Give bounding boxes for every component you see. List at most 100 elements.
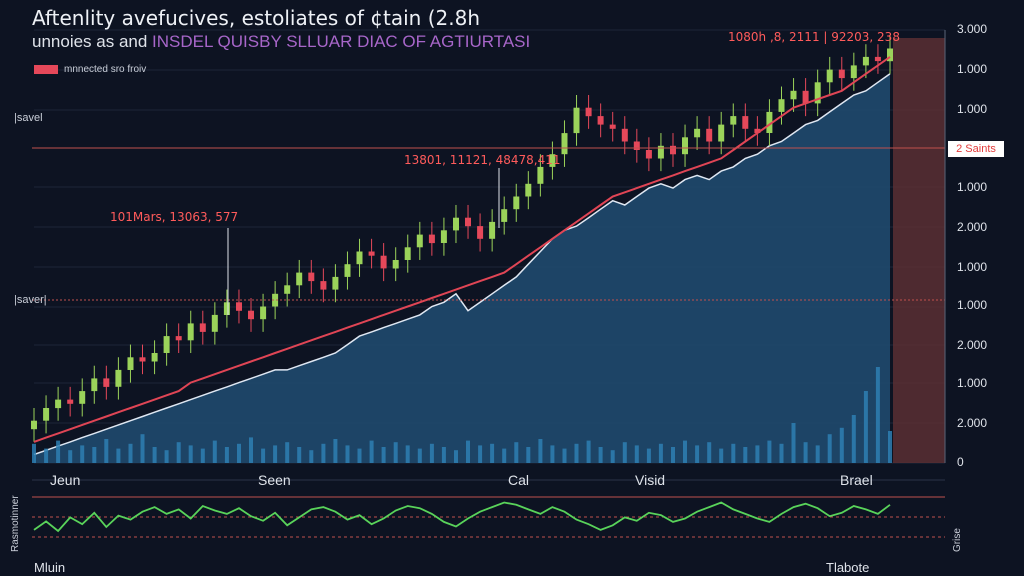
volume-bar [598, 447, 603, 463]
x-tick-label: Cal [508, 472, 530, 488]
volume-bar [212, 440, 217, 463]
volume-bar [466, 440, 470, 463]
candle-body [718, 124, 725, 142]
candle-body [453, 217, 459, 231]
volume-bar [707, 442, 712, 463]
volume-bar [381, 447, 386, 463]
candle-body [573, 107, 580, 134]
candle-body [549, 154, 556, 167]
volume-bar [658, 443, 663, 463]
candle-body [670, 145, 676, 155]
x-tick-label: Brael [840, 472, 873, 488]
candle-body [465, 217, 471, 227]
candle-body [621, 128, 628, 142]
volume-bar [634, 445, 639, 463]
candle-body [633, 141, 640, 150]
volume-bar [827, 434, 832, 463]
y-tick-label: 2.000 [957, 220, 988, 234]
candle-body [187, 323, 194, 341]
volume-bar [321, 443, 326, 463]
candle-body [380, 255, 387, 269]
candle-body [826, 69, 833, 83]
candle-body [31, 420, 37, 430]
candle-body [199, 323, 206, 332]
volume-bar [646, 448, 651, 463]
volume-bar [68, 450, 73, 463]
candle-body [862, 56, 869, 66]
area-series [34, 73, 890, 464]
area-series-line [33, 73, 891, 456]
candle-body [416, 234, 423, 248]
candle-body [55, 399, 62, 409]
candle-body [356, 251, 363, 265]
candle-body [175, 336, 182, 341]
volume-bar [743, 447, 748, 463]
volume-bar [851, 415, 856, 463]
candle-body [730, 116, 737, 125]
y-tick-label: 2.000 [957, 416, 988, 430]
volume-bar [538, 439, 543, 463]
volume-bar [610, 450, 615, 463]
volume-bar [80, 445, 85, 463]
volume-bar [104, 439, 109, 463]
volume-bar [140, 434, 145, 463]
candle-body [778, 99, 785, 112]
candle-body [645, 150, 652, 159]
candle-body [211, 314, 218, 332]
volume-bar [224, 447, 229, 463]
candle-body [103, 378, 110, 387]
volume-bar [128, 443, 133, 463]
volume-bar [731, 443, 736, 463]
volume-bar [622, 442, 627, 463]
candles [31, 35, 893, 442]
candle-body [79, 391, 86, 404]
y-tick-label: 1.000 [957, 102, 988, 116]
candle-body [115, 369, 122, 387]
candle-body [163, 336, 170, 353]
volume-bar [454, 450, 458, 463]
candle-body [585, 107, 592, 117]
volume-bar [32, 443, 36, 463]
volume-bar [357, 448, 362, 463]
y-tick-label: 1.000 [957, 62, 988, 76]
candle-body [260, 306, 267, 320]
volume-bar [863, 391, 868, 463]
side-label-top: |savel [14, 112, 43, 124]
y-tick-label: 0 [957, 455, 964, 469]
volume-bar [791, 423, 796, 463]
volume-bar [815, 445, 820, 463]
candle-body [850, 65, 857, 79]
volume-bar [176, 442, 181, 463]
volume-bar [719, 448, 724, 463]
volume-bar [839, 427, 844, 463]
annotation-top-right: 1080h ,8, 2111 | 92203, 238 [728, 30, 900, 44]
volume-bar [92, 447, 97, 463]
volume-bar [405, 445, 410, 463]
volume-bar [478, 445, 483, 463]
osc-left-label: Rasmotinner [10, 495, 21, 552]
volume-bar [369, 440, 374, 463]
annotation-left: 101Mars, 13063, 577 [110, 210, 239, 224]
candle-body [344, 264, 351, 277]
candle-body [694, 128, 701, 138]
volume-bar [285, 442, 290, 463]
candle-body [561, 133, 568, 155]
volume-bar [56, 440, 61, 463]
candle-body [754, 128, 761, 133]
volume-bar [429, 443, 434, 463]
volume-bar [237, 443, 241, 463]
subtitle-part-a: unnoies as and [32, 32, 153, 51]
y-tick-label: 2.000 [957, 338, 988, 352]
volume-bar [345, 445, 350, 463]
volume-bar [695, 445, 700, 463]
oscillator-line [33, 501, 891, 533]
x-tick-label: Jeun [50, 472, 81, 488]
volume-bar [767, 440, 772, 463]
volume-bars [32, 367, 892, 463]
volume-bar [164, 450, 169, 463]
chart-subtitle: unnoies as and INSDEL QUISBY SLLUAR DIAC… [32, 32, 530, 52]
volume-bar [683, 440, 687, 463]
y-tick-label: 1.000 [957, 298, 988, 312]
volume-bar [261, 448, 266, 463]
candle-body [236, 302, 242, 311]
